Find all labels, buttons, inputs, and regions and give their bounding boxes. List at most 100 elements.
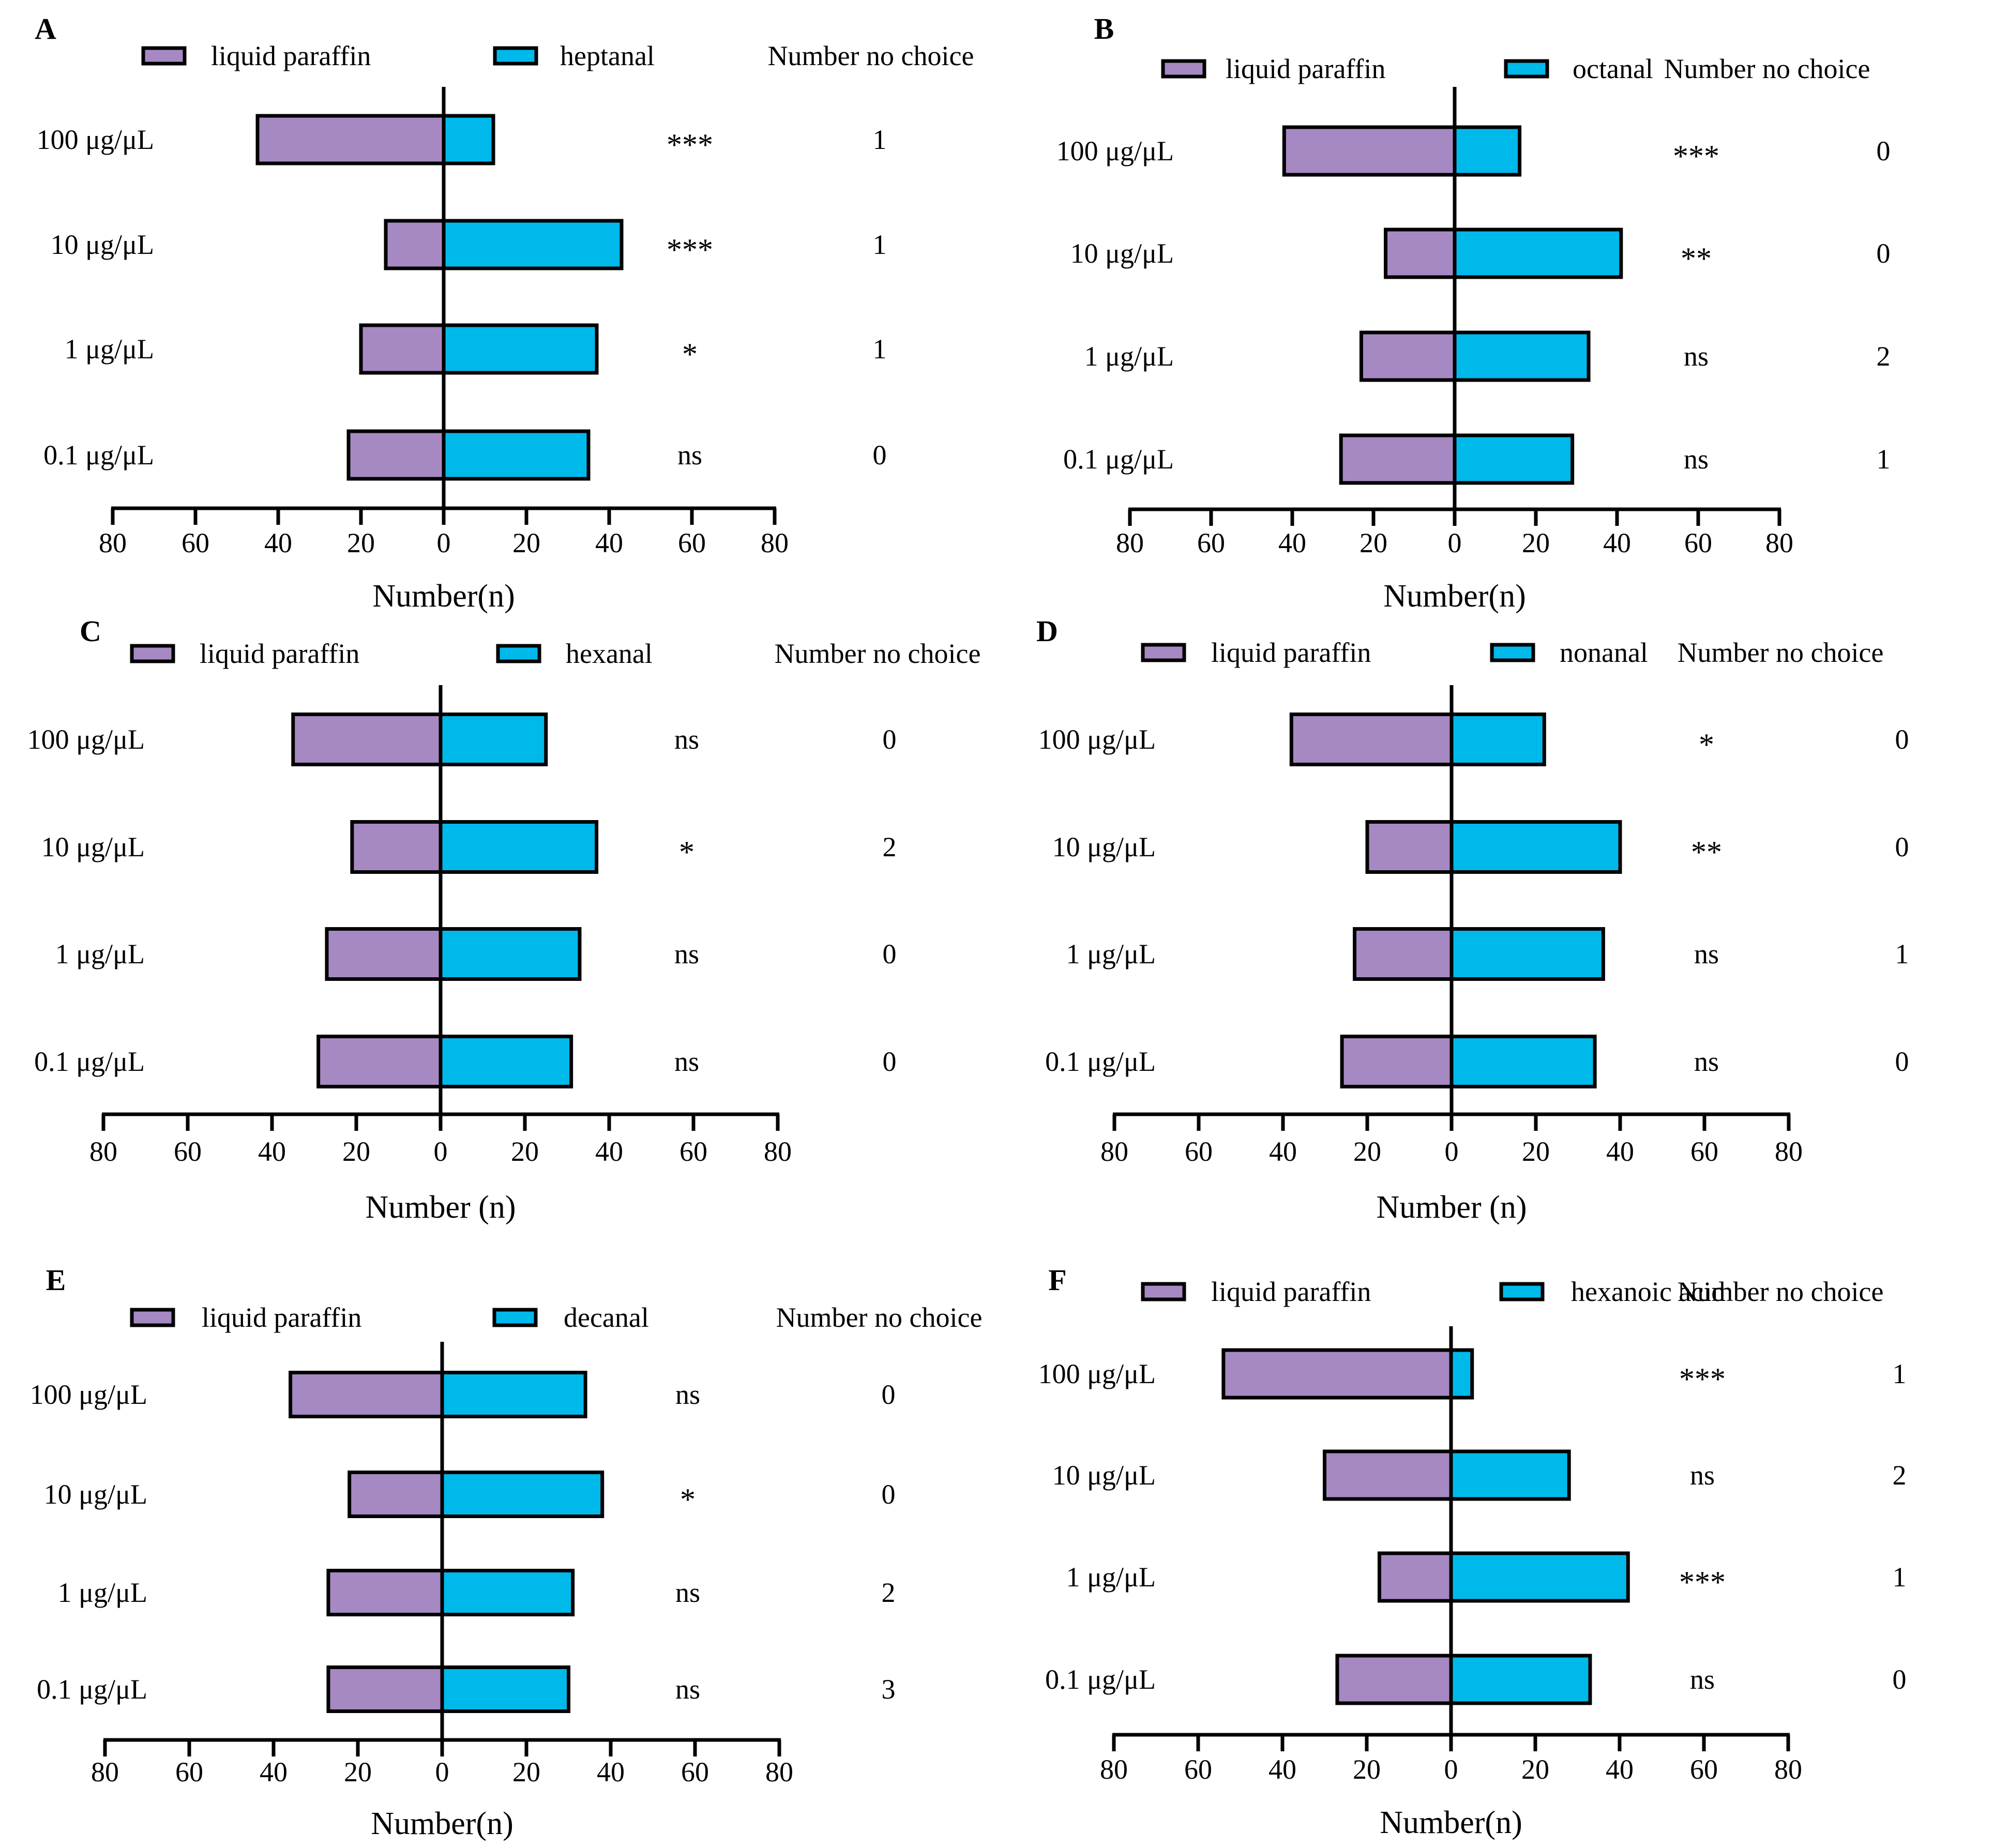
x-tick-label: 0 (1445, 1136, 1459, 1167)
x-tick-label: 80 (91, 1756, 119, 1788)
x-tick-label: 20 (342, 1136, 370, 1167)
no-choice-count: 0 (1877, 135, 1891, 166)
x-tick-label: 80 (1100, 1136, 1128, 1167)
x-tick-label: 60 (678, 527, 706, 558)
x-tick-label: 40 (597, 1756, 625, 1788)
legend-label-control: liquid paraffin (1211, 1276, 1371, 1307)
no-choice-count: 0 (882, 1479, 896, 1510)
significance-label: ns (674, 938, 699, 970)
bar-control (326, 1665, 444, 1713)
x-tick-label: 60 (1185, 1136, 1213, 1167)
bar-control (1289, 713, 1454, 766)
category-label: 100 μg/μL (1038, 1358, 1156, 1389)
x-tick-label: 0 (435, 1756, 449, 1788)
category-label: 10 μg/μL (41, 831, 145, 862)
significance-label: ns (1690, 1460, 1715, 1491)
x-tick-label: 0 (437, 527, 451, 558)
no-choice-count: 1 (873, 334, 887, 365)
bar-control (1359, 330, 1457, 382)
bar-control (348, 1471, 444, 1518)
x-tick-label: 60 (1690, 1136, 1718, 1167)
significance-label: ns (674, 1046, 699, 1077)
x-axis-label: Number(n) (1383, 579, 1525, 614)
no-choice-count: 3 (882, 1674, 896, 1705)
panel-letter: B (1094, 12, 1114, 46)
x-tick-label: 40 (1278, 527, 1306, 558)
no-choice-header: Number no choice (1664, 53, 1870, 84)
significance-label: *** (667, 128, 713, 162)
legend-label-control: liquid paraffin (211, 40, 371, 71)
x-tick-label: 40 (595, 527, 623, 558)
bar-treatment (440, 1471, 605, 1518)
bar-treatment (439, 1035, 573, 1088)
x-tick-label: 80 (1116, 527, 1144, 558)
x-axis-label: Number (n) (1377, 1190, 1527, 1225)
category-label: 100 μg/μL (1056, 135, 1174, 166)
bar-treatment (1453, 125, 1522, 177)
significance-label: *** (667, 233, 713, 267)
x-tick-label: 20 (344, 1756, 372, 1788)
no-choice-count: 2 (1893, 1460, 1907, 1491)
legend-swatch-treatment (1490, 643, 1535, 662)
no-choice-count: 1 (1893, 1358, 1907, 1389)
significance-label: *** (1679, 1565, 1726, 1599)
legend-label-treatment: hexanoic acid (1571, 1276, 1725, 1307)
bar-treatment (1449, 820, 1622, 874)
bar-treatment (440, 1371, 587, 1418)
x-tick-label: 80 (1765, 527, 1793, 558)
no-choice-count: 1 (873, 124, 887, 155)
category-label: 0.1 μg/μL (37, 1674, 147, 1705)
x-tick-label: 20 (1522, 527, 1550, 558)
bar-treatment (439, 927, 582, 981)
x-tick-label: 20 (512, 1756, 540, 1788)
x-tick-label: 20 (1521, 1754, 1549, 1785)
category-label: 1 μg/μL (1066, 938, 1156, 970)
bar-treatment (1449, 927, 1605, 981)
bar-treatment (442, 323, 599, 375)
x-tick-label: 60 (182, 527, 209, 558)
x-tick-label: 80 (89, 1136, 117, 1167)
no-choice-count: 2 (883, 831, 897, 862)
bar-control (289, 1371, 444, 1418)
significance-label: ns (675, 1379, 700, 1410)
bar-treatment (1449, 1449, 1571, 1501)
bar-treatment (1449, 1348, 1474, 1400)
bar-treatment (440, 1665, 570, 1713)
x-axis-label: Number(n) (1380, 1805, 1522, 1840)
legend-swatch-control (1141, 1282, 1186, 1301)
x-tick-label: 40 (1269, 1136, 1297, 1167)
no-choice-count: 2 (1877, 341, 1891, 372)
bar-treatment (440, 1569, 575, 1616)
bar-control (359, 323, 446, 375)
x-tick-label: 60 (1690, 1754, 1718, 1785)
x-tick-label: 80 (1100, 1754, 1128, 1785)
category-label: 100 μg/μL (37, 124, 154, 155)
no-choice-count: 0 (1895, 724, 1909, 755)
category-label: 1 μg/μL (55, 938, 145, 970)
x-tick-label: 80 (1775, 1136, 1803, 1167)
x-tick-label: 40 (1606, 1136, 1634, 1167)
panel-letter: C (80, 614, 101, 648)
bar-control (1221, 1348, 1453, 1400)
bar-control (316, 1035, 443, 1088)
bar-control (326, 1569, 444, 1616)
x-tick-label: 60 (679, 1136, 707, 1167)
x-tick-label: 20 (1522, 1136, 1550, 1167)
legend-swatch-control (1141, 643, 1186, 662)
bar-treatment (1449, 1654, 1592, 1705)
legend-label-treatment: decanal (564, 1302, 649, 1333)
bar-control (1384, 228, 1457, 279)
x-tick-label: 80 (1774, 1754, 1802, 1785)
bar-control (1340, 1035, 1454, 1088)
no-choice-count: 0 (883, 724, 897, 755)
category-label: 0.1 μg/μL (34, 1046, 145, 1077)
no-choice-count: 0 (882, 1379, 896, 1410)
no-choice-header: Number no choice (775, 638, 981, 669)
no-choice-header: Number no choice (1678, 1276, 1884, 1307)
no-choice-count: 0 (1877, 238, 1891, 269)
legend-label-control: liquid paraffin (200, 638, 359, 669)
category-label: 10 μg/μL (1070, 238, 1174, 269)
